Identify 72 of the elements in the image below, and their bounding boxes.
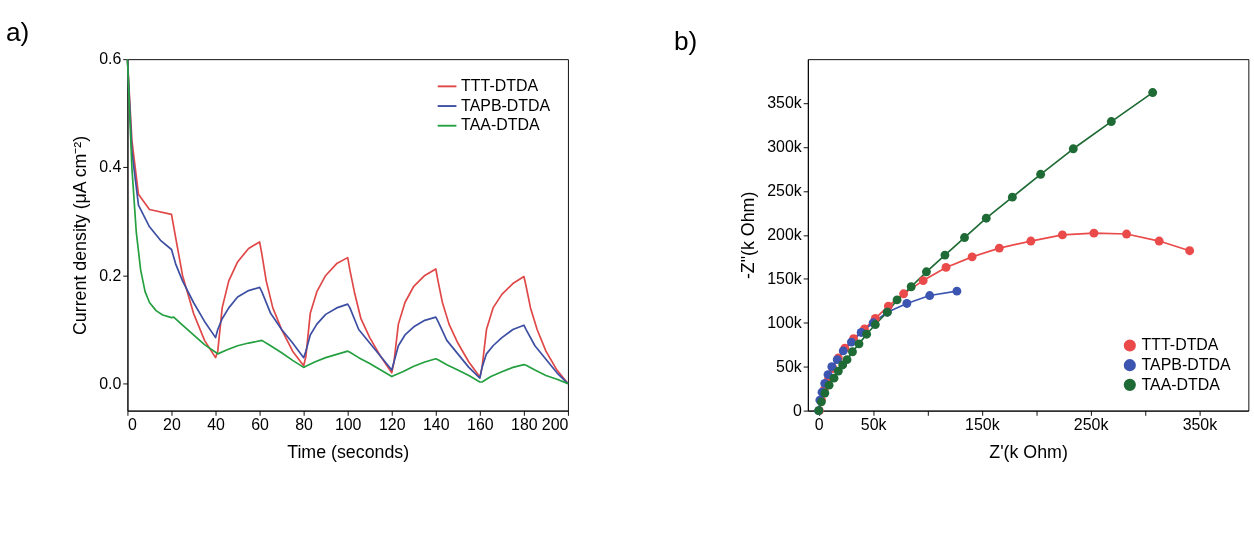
y-tick-label: 350k bbox=[767, 94, 802, 112]
x-axis-title: Time (seconds) bbox=[287, 441, 410, 462]
point bbox=[854, 339, 864, 349]
point bbox=[1057, 230, 1067, 240]
y-tick-label: 150k bbox=[767, 269, 802, 287]
x-axis-title: Z'(k Ohm) bbox=[989, 441, 1068, 462]
y-tick-label: 0.0 bbox=[99, 374, 122, 392]
point bbox=[848, 347, 857, 357]
x-tick-label: 160 bbox=[467, 415, 494, 433]
legend-label: TAA-DTDA bbox=[1141, 375, 1221, 393]
x-tick-label: 40 bbox=[207, 415, 226, 433]
x-tick-label: 60 bbox=[251, 415, 270, 433]
y-tick-label: 0.4 bbox=[99, 158, 122, 176]
x-tick-label: 180 bbox=[511, 415, 538, 433]
point bbox=[981, 213, 991, 223]
line-series bbox=[126, 58, 569, 385]
point bbox=[994, 243, 1004, 253]
x-tick-label: 0 bbox=[127, 415, 137, 433]
x-tick-label: 100 bbox=[334, 415, 362, 433]
point bbox=[952, 286, 962, 296]
x-tick-label: 350k bbox=[1182, 415, 1218, 433]
y-tick-label: 200k bbox=[767, 226, 802, 244]
point bbox=[1007, 192, 1017, 202]
point bbox=[1148, 88, 1158, 97]
point bbox=[1185, 246, 1195, 256]
point bbox=[842, 355, 852, 365]
y-tick-label: 300k bbox=[767, 138, 802, 156]
point bbox=[940, 250, 950, 260]
y-tick-label: 0.6 bbox=[99, 50, 122, 68]
point bbox=[862, 329, 872, 339]
x-tick-label: 0 bbox=[814, 415, 824, 433]
point bbox=[921, 267, 931, 277]
y-tick-label: 50k bbox=[776, 357, 802, 375]
x-tick-label: 150k bbox=[965, 415, 1000, 433]
point bbox=[902, 299, 912, 308]
point bbox=[967, 252, 977, 262]
point bbox=[918, 276, 928, 286]
chart-title: a) bbox=[5, 17, 30, 48]
x-tick-label: 200 bbox=[541, 415, 569, 433]
point bbox=[899, 289, 909, 299]
chart-title: b) bbox=[673, 25, 698, 56]
point bbox=[1154, 236, 1164, 246]
y-tick-label: 250k bbox=[767, 182, 802, 200]
point bbox=[1122, 229, 1132, 239]
x-tick-label: 250k bbox=[1073, 415, 1109, 433]
point bbox=[925, 291, 935, 300]
point bbox=[824, 380, 834, 390]
point bbox=[1068, 144, 1078, 154]
point bbox=[941, 262, 951, 272]
legend-label: TAPB-DTDA bbox=[1141, 355, 1231, 373]
x-tick-label: 120 bbox=[378, 415, 406, 433]
point bbox=[1036, 169, 1046, 179]
legend-label: TTT-DTDA bbox=[1141, 336, 1219, 354]
point bbox=[892, 295, 902, 305]
point bbox=[1106, 117, 1116, 126]
legend-label: TAA-DTDA bbox=[461, 116, 540, 134]
legend-label: TAPB-DTDA bbox=[461, 96, 551, 114]
legend-label: TTT-DTDA bbox=[461, 77, 539, 95]
point bbox=[1026, 236, 1036, 246]
point bbox=[960, 233, 969, 242]
point bbox=[1089, 228, 1099, 238]
x-tick-label: 50k bbox=[860, 415, 887, 433]
x-tick-label: 20 bbox=[163, 415, 181, 433]
y-tick-label: 0.2 bbox=[99, 266, 122, 284]
x-tick-label: 80 bbox=[295, 415, 314, 433]
point bbox=[829, 373, 839, 383]
y-axis-title: -Z"(k Ohm) bbox=[738, 191, 759, 280]
y-tick-label: 0 bbox=[792, 401, 802, 419]
point bbox=[906, 282, 916, 292]
y-axis-title: Current density (μA cm⁻²) bbox=[70, 135, 91, 335]
x-tick-label: 140 bbox=[422, 415, 450, 433]
y-tick-label: 100k bbox=[767, 313, 802, 331]
